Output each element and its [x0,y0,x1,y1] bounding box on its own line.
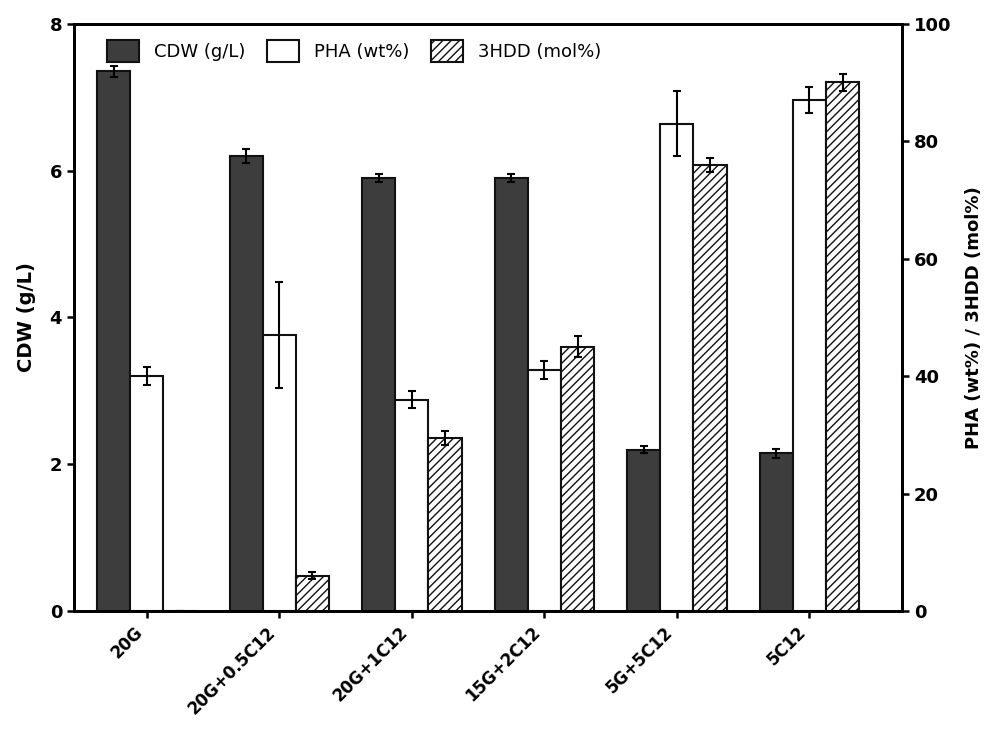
Bar [627,450,660,611]
Bar [561,346,594,611]
Bar [495,178,528,611]
Y-axis label: CDW (g/L): CDW (g/L) [17,263,36,372]
Bar [97,71,130,611]
Legend: CDW (g/L), PHA (wt%), 3HDD (mol%): CDW (g/L), PHA (wt%), 3HDD (mol%) [100,33,608,69]
Bar [263,335,296,611]
Bar [362,178,395,611]
Bar [296,576,329,611]
Bar [826,82,859,611]
Bar [395,399,428,611]
Bar [693,164,727,611]
Bar [428,437,462,611]
Bar [230,156,263,611]
Y-axis label: PHA (wt%) / 3HDD (mol%): PHA (wt%) / 3HDD (mol%) [965,186,983,448]
Bar [528,370,561,611]
Bar [660,123,693,611]
Bar [760,454,793,611]
Bar [793,100,826,611]
Bar [130,376,163,611]
